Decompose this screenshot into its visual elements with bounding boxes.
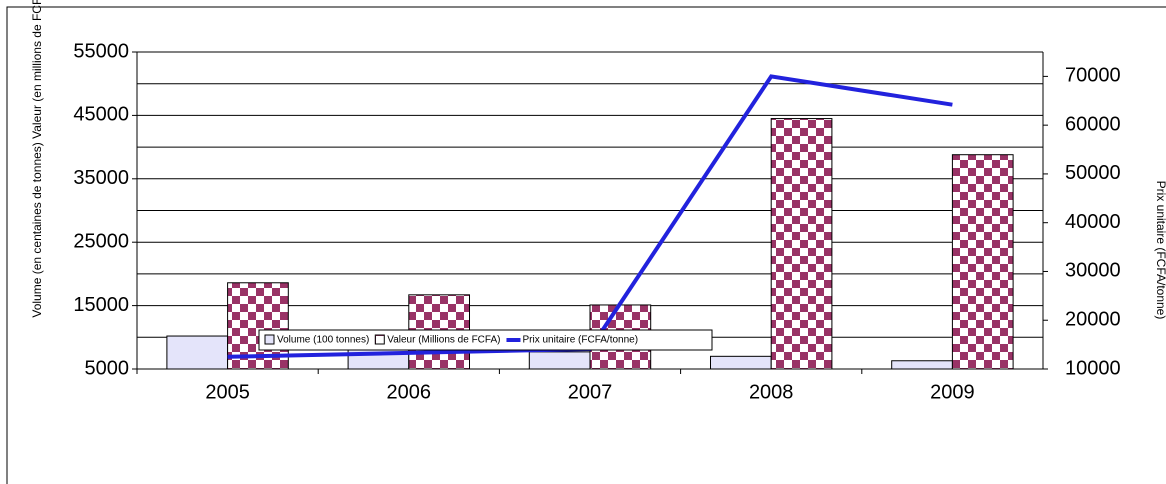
y2-tick-label: 10000	[1065, 357, 1121, 379]
x-tick-label: 2009	[930, 381, 975, 403]
x-tick-label: 2006	[387, 381, 432, 403]
y2-tick-label: 50000	[1065, 162, 1121, 184]
y2-tick-label: 30000	[1065, 260, 1121, 282]
y-tick-label: 5000	[85, 357, 130, 379]
y2-tick-label: 60000	[1065, 113, 1121, 135]
y2-axis-label: Prix unitaire (FCFA/tonne)	[1154, 181, 1166, 320]
bar	[770, 118, 833, 370]
y2-tick-label: 70000	[1065, 65, 1121, 87]
y-tick-label: 35000	[73, 167, 129, 189]
bar	[891, 360, 953, 370]
bar	[951, 154, 1014, 370]
legend-label: Prix unitaire (FCFA/tonne)	[522, 335, 638, 346]
bar	[709, 355, 772, 370]
legend-swatch	[374, 334, 385, 345]
legend-box	[258, 329, 713, 351]
legend-label: Volume (100 tonnes)	[277, 335, 369, 346]
bar	[166, 335, 229, 370]
legend-label: Valeur (Millions de FCFA)	[387, 335, 500, 346]
y-axis-label: Volume (en centaines de tonnes) Valeur (…	[30, 0, 44, 318]
y2-tick-label: 20000	[1065, 309, 1121, 331]
x-tick-label: 2008	[749, 381, 794, 403]
y-tick-label: 25000	[73, 230, 129, 252]
y2-tick-label: 40000	[1065, 211, 1121, 233]
y-tick-label: 45000	[73, 104, 129, 126]
x-tick-label: 2005	[205, 381, 250, 403]
y-tick-label: 15000	[73, 294, 129, 316]
x-tick-label: 2007	[568, 381, 613, 403]
frame	[6, 6, 1166, 484]
legend-swatch	[264, 334, 275, 345]
bar	[528, 351, 591, 370]
y-tick-label: 55000	[73, 40, 129, 62]
